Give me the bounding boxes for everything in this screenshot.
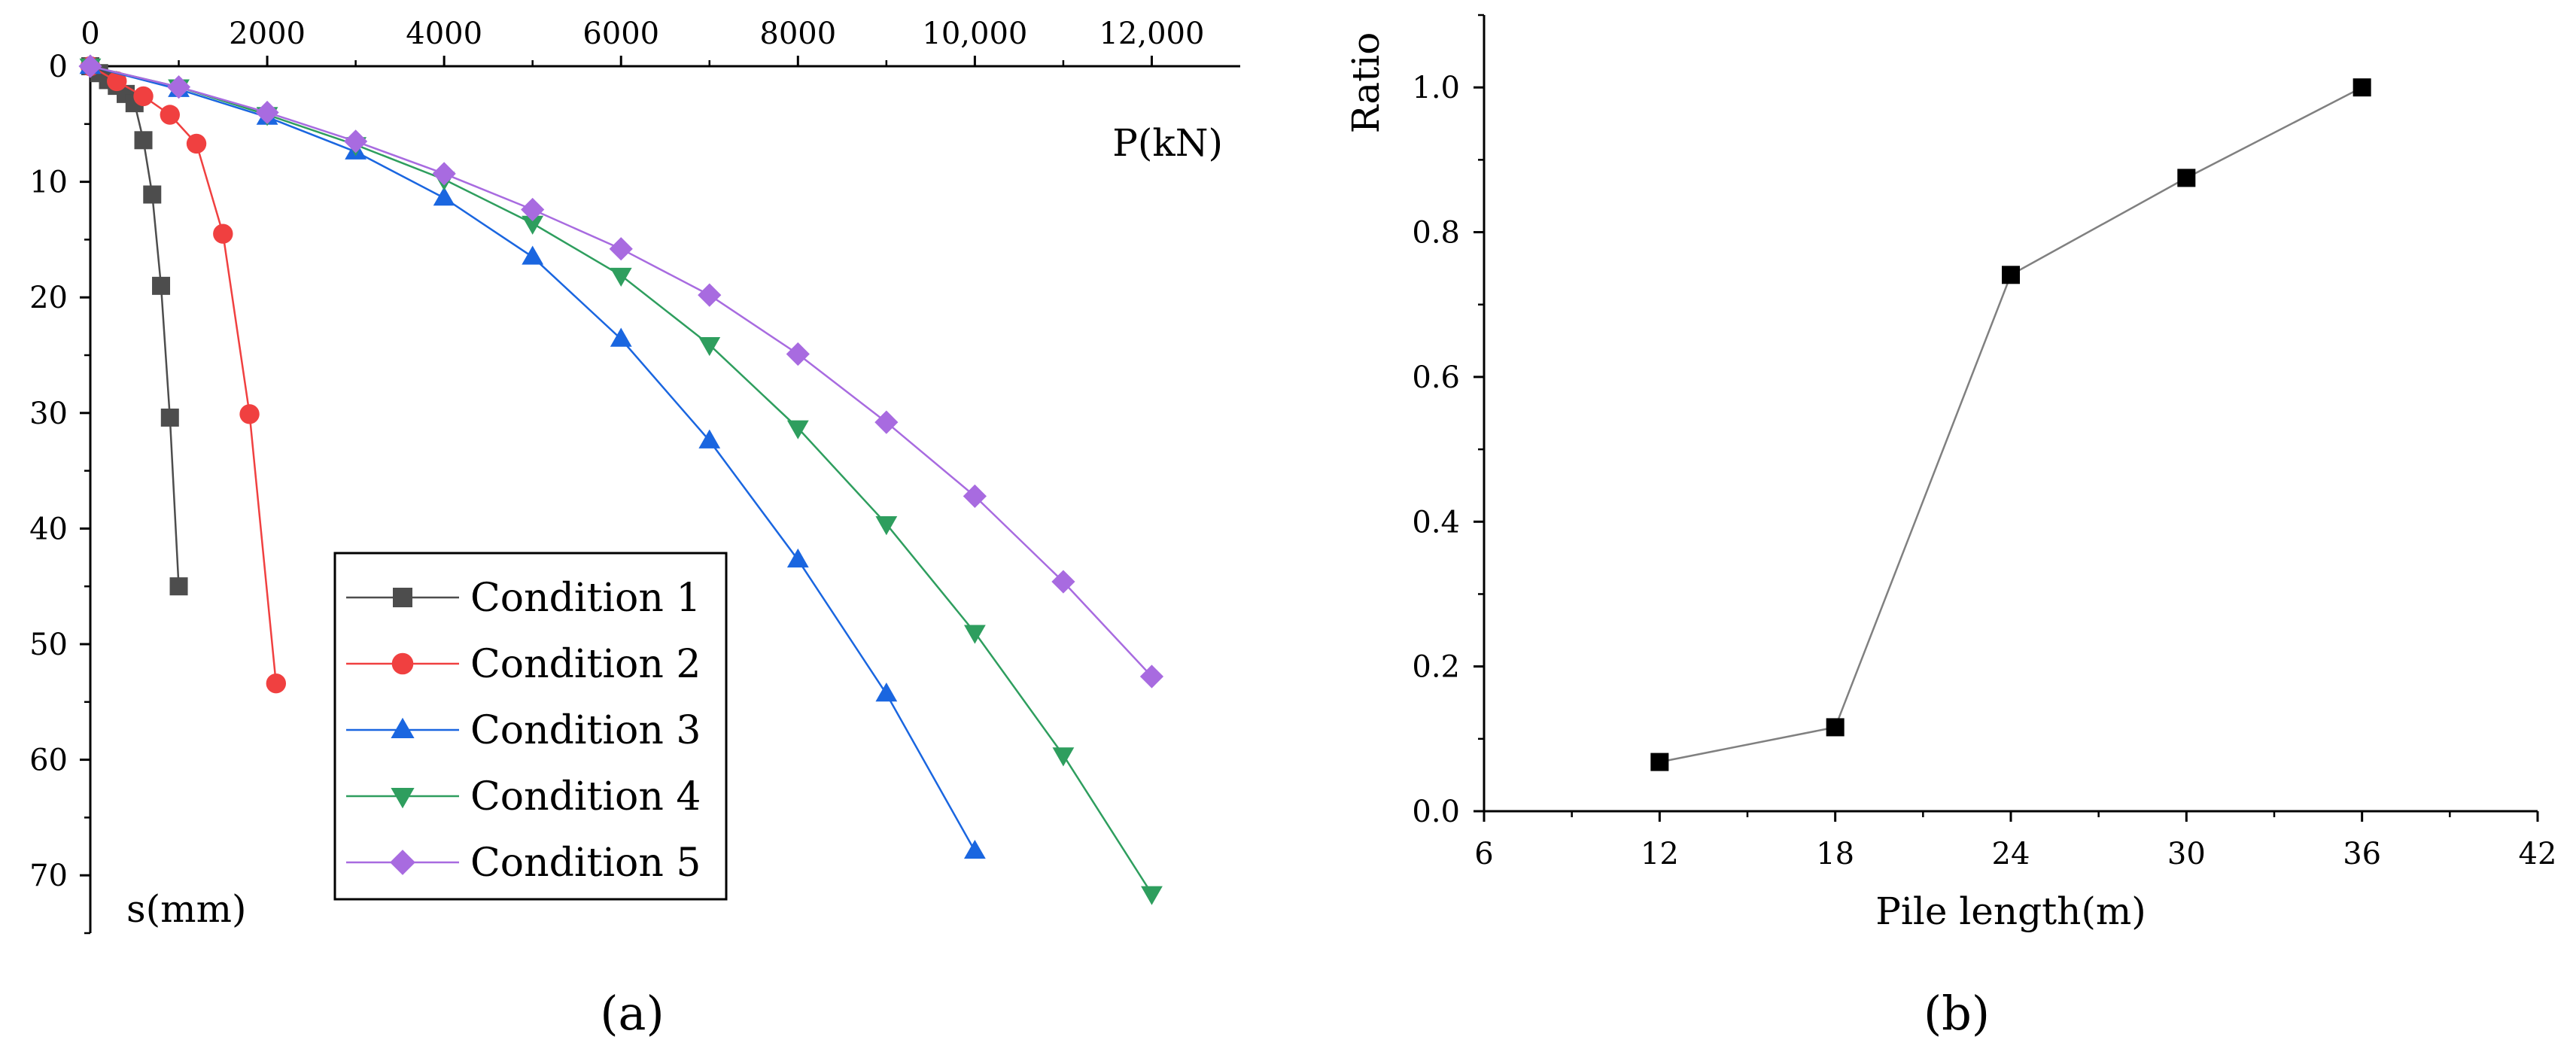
x-tick-label: 0	[81, 17, 99, 51]
data-point	[2352, 78, 2371, 97]
legend-marker	[391, 787, 415, 809]
data-point	[963, 839, 986, 859]
legend-label: Condition 5	[470, 841, 701, 886]
data-point	[875, 683, 898, 702]
data-point	[963, 625, 986, 644]
data-point	[134, 131, 153, 150]
y-tick-label: 0.8	[1412, 216, 1460, 251]
y-tick-label: 10	[29, 166, 68, 200]
x-tick-label: 2000	[229, 17, 306, 51]
y-tick-label: 60	[29, 743, 68, 778]
y-tick-label: 20	[29, 281, 68, 315]
data-point	[875, 516, 898, 536]
data-point	[433, 187, 455, 206]
data-point	[107, 71, 127, 92]
data-point	[2177, 169, 2196, 187]
y-tick-label: 0.0	[1412, 795, 1460, 829]
panel-label-b: (b)	[1924, 986, 1990, 1041]
x-axis-title: P(kN)	[1112, 121, 1223, 165]
data-point	[874, 410, 899, 434]
x-tick-label: 18	[1816, 837, 1854, 871]
x-tick-label: 4000	[406, 17, 482, 51]
x-tick-label: 24	[1992, 837, 2030, 871]
data-point	[610, 327, 632, 347]
series-line	[1659, 87, 2363, 763]
y-tick-label: 0.4	[1412, 505, 1460, 540]
data-point	[1650, 753, 1669, 771]
chart-panel-a: 0 2000 4000 6000 8000 10,000 12,000 0 10 20 30 40 50…	[29, 17, 1240, 935]
y-tick-label: 30	[29, 397, 68, 431]
legend-label: Condition 3	[470, 708, 701, 753]
chart-panel-b: 6 12 18 24 30 36 42 0.0 0.2 0.4 0.6 0.8 1.0 Pile leng…	[1344, 14, 2557, 933]
data-point	[1141, 886, 1163, 905]
y-tick-label: 1.0	[1412, 71, 1460, 105]
data-point	[786, 420, 809, 439]
legend-marker	[393, 588, 412, 607]
data-point	[344, 129, 368, 154]
data-point	[698, 336, 721, 357]
legend-marker	[391, 652, 414, 675]
legend-label: Condition 1	[470, 576, 701, 621]
panel-label-a: (a)	[600, 986, 664, 1041]
data-point	[610, 267, 632, 287]
x-tick-label: 10,000	[922, 17, 1027, 51]
data-point	[1051, 570, 1075, 594]
data-point	[698, 283, 722, 307]
data-point	[166, 75, 191, 99]
data-point	[78, 54, 102, 78]
data-point	[143, 185, 162, 204]
x-tick-label: 8000	[759, 17, 836, 51]
data-point	[521, 197, 545, 222]
x-tick-label: 6	[1474, 837, 1493, 871]
y-tick-label: 0.2	[1412, 650, 1460, 685]
data-point	[133, 86, 154, 107]
series-1	[81, 57, 188, 596]
series-5	[78, 54, 1164, 689]
x-axis-title: Pile length(m)	[1875, 889, 2146, 933]
data-point	[609, 237, 633, 261]
legend-label: Condition 2	[470, 642, 701, 687]
data-point	[213, 223, 233, 244]
y-tick-label: 0	[49, 50, 68, 84]
data-point	[1826, 718, 1845, 737]
data-point	[698, 429, 721, 448]
data-point	[160, 408, 179, 427]
data-point	[169, 577, 188, 596]
y-tick-label: 50	[29, 628, 68, 662]
legend-label: Condition 4	[470, 774, 701, 819]
data-point	[1052, 747, 1075, 767]
data-point	[963, 484, 987, 508]
data-point	[152, 276, 171, 295]
x-tick-label: 12	[1641, 837, 1679, 871]
data-point	[786, 342, 810, 366]
x-tick-label: 12,000	[1099, 17, 1204, 51]
data-point	[160, 105, 180, 125]
x-tick-label: 42	[2519, 837, 2557, 871]
y-axis-title: s(mm)	[126, 887, 247, 931]
y-axis-title: Ratio	[1344, 32, 1388, 134]
data-point	[186, 133, 207, 154]
data-point	[522, 245, 544, 265]
data-point	[266, 673, 287, 694]
series-1	[1650, 78, 2371, 771]
data-point	[2002, 266, 2020, 284]
legend-marker	[390, 850, 415, 875]
series-2	[80, 56, 287, 694]
x-tick-label: 30	[2167, 837, 2206, 871]
x-tick-label: 36	[2343, 837, 2381, 871]
y-tick-label: 70	[29, 859, 68, 893]
y-tick-label: 40	[29, 512, 68, 546]
legend: Condition 1 Condition 2 Condition 3 Conditi…	[333, 552, 728, 901]
data-point	[432, 162, 456, 186]
data-point	[522, 215, 544, 235]
x-tick-label: 6000	[582, 17, 659, 51]
legend-marker	[391, 717, 415, 739]
data-point	[1139, 664, 1164, 689]
data-point	[239, 404, 260, 424]
data-point	[786, 548, 809, 568]
y-tick-label: 0.6	[1412, 360, 1460, 395]
data-point	[255, 100, 279, 125]
